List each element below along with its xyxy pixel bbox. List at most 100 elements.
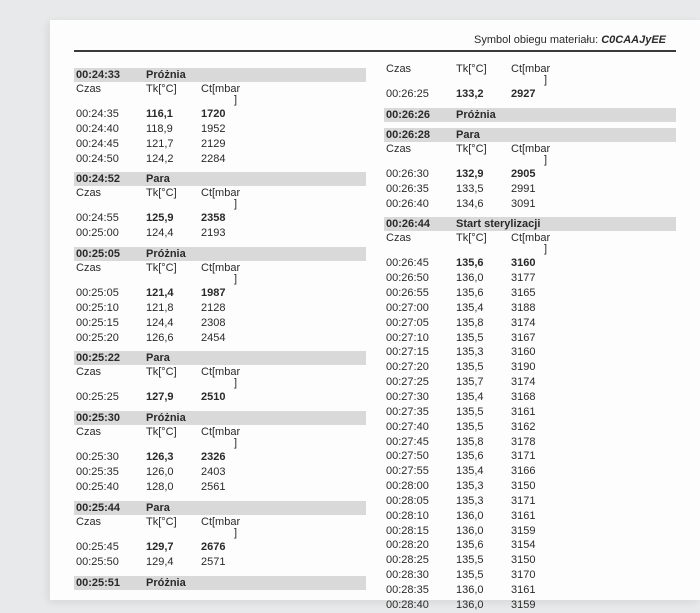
cell-time: 00:27:25 xyxy=(386,375,456,390)
col-czas: Czas xyxy=(76,187,146,199)
col-czas: Czas xyxy=(76,83,146,95)
cell-ct: 3171 xyxy=(511,494,566,509)
cell-tk: 126,3 xyxy=(146,450,201,465)
data-row: 00:25:00124,42193 xyxy=(74,226,366,241)
cell-time: 00:25:15 xyxy=(76,316,146,331)
data-row: 00:27:05135,83174 xyxy=(384,316,676,331)
cell-ct: 3162 xyxy=(511,420,566,435)
cell-ct: 3159 xyxy=(511,598,566,613)
cell-time: 00:26:35 xyxy=(386,182,456,197)
cell-ct: 2128 xyxy=(201,301,256,316)
cell-ct: 3159 xyxy=(511,524,566,539)
cell-tk: 125,9 xyxy=(146,211,201,226)
data-row: 00:26:50136,03177 xyxy=(384,271,676,286)
cell-tk: 135,7 xyxy=(456,375,511,390)
col-ct: Ct[mbar xyxy=(201,262,256,274)
cell-time: 00:27:35 xyxy=(386,405,456,420)
cell-ct: 2991 xyxy=(511,182,566,197)
cell-ct: 2403 xyxy=(201,465,256,480)
col-ct: Ct[mbar xyxy=(201,366,256,378)
cell-ct: 3174 xyxy=(511,375,566,390)
col-ct-close: ] xyxy=(74,377,366,389)
cell-tk: 135,6 xyxy=(456,256,511,271)
cell-ct: 2510 xyxy=(201,390,256,405)
cell-time: 00:24:50 xyxy=(76,152,146,167)
section-header: 00:25:44Para xyxy=(74,501,366,515)
cell-time: 00:26:25 xyxy=(386,87,456,102)
header-line: Symbol obiegu materiału: C0CAAJyEE xyxy=(74,34,676,52)
cell-tk: 126,6 xyxy=(146,331,201,346)
cell-tk: 121,7 xyxy=(146,137,201,152)
cell-tk: 124,2 xyxy=(146,152,201,167)
data-row: 00:28:20135,63154 xyxy=(384,538,676,553)
cell-ct: 3190 xyxy=(511,360,566,375)
col-czas: Czas xyxy=(76,262,146,274)
cell-ct: 2358 xyxy=(201,211,256,226)
col-ct-close: ] xyxy=(74,94,366,106)
section-time: 00:25:51 xyxy=(76,577,146,589)
data-row: 00:28:10136,03161 xyxy=(384,509,676,524)
cell-tk: 135,8 xyxy=(456,316,511,331)
left-column: 00:24:33PróżniaCzasTk[°C]Ct[mbar]00:24:3… xyxy=(74,62,366,613)
col-ct: Ct[mbar xyxy=(511,232,566,244)
section-label: Próżnia xyxy=(146,248,186,260)
cell-ct: 1720 xyxy=(201,107,256,122)
cell-tk: 135,3 xyxy=(456,345,511,360)
cell-tk: 121,4 xyxy=(146,286,201,301)
cell-tk: 136,0 xyxy=(456,598,511,613)
cell-tk: 135,6 xyxy=(456,538,511,553)
data-row: 00:24:40118,91952 xyxy=(74,122,366,137)
section-label: Próżnia xyxy=(146,69,186,81)
cell-tk: 136,0 xyxy=(456,583,511,598)
data-row: 00:26:45135,63160 xyxy=(384,256,676,271)
data-row: 00:26:25133,22927 xyxy=(384,87,676,102)
col-ct: Ct[mbar xyxy=(511,63,566,75)
col-czas: Czas xyxy=(76,366,146,378)
cell-tk: 133,5 xyxy=(456,182,511,197)
data-row: 00:24:35116,11720 xyxy=(74,107,366,122)
cell-time: 00:25:05 xyxy=(76,286,146,301)
cell-time: 00:28:25 xyxy=(386,553,456,568)
cell-ct: 3171 xyxy=(511,449,566,464)
section-label: Para xyxy=(146,502,170,514)
section-time: 00:25:44 xyxy=(76,502,146,514)
data-row: 00:28:00135,33150 xyxy=(384,479,676,494)
col-ct-close: ] xyxy=(74,198,366,210)
header-code: C0CAAJyEE xyxy=(601,34,666,46)
cell-tk: 135,8 xyxy=(456,435,511,450)
cell-time: 00:24:45 xyxy=(76,137,146,152)
data-row: 00:28:35136,03161 xyxy=(384,583,676,598)
col-tk: Tk[°C] xyxy=(456,232,511,244)
section-label: Para xyxy=(146,352,170,364)
data-row: 00:27:45135,83178 xyxy=(384,435,676,450)
cell-tk: 135,5 xyxy=(456,420,511,435)
cell-ct: 2454 xyxy=(201,331,256,346)
cell-ct: 2676 xyxy=(201,540,256,555)
section-time: 00:26:26 xyxy=(386,109,456,121)
cell-ct: 2571 xyxy=(201,555,256,570)
col-czas: Czas xyxy=(76,516,146,528)
data-row: 00:28:30135,53170 xyxy=(384,568,676,583)
cell-tk: 126,0 xyxy=(146,465,201,480)
cell-tk: 135,5 xyxy=(456,360,511,375)
cell-ct: 2193 xyxy=(201,226,256,241)
cell-ct: 3154 xyxy=(511,538,566,553)
cell-ct: 3165 xyxy=(511,286,566,301)
cell-tk: 118,9 xyxy=(146,122,201,137)
section-time: 00:24:33 xyxy=(76,69,146,81)
section-header: 00:25:51Próżnia xyxy=(74,576,366,590)
data-row: 00:25:45129,72676 xyxy=(74,540,366,555)
cell-tk: 136,0 xyxy=(456,271,511,286)
section-header: 00:26:44Start sterylizacji xyxy=(384,217,676,231)
col-ct-close: ] xyxy=(384,243,676,255)
cell-ct: 2905 xyxy=(511,167,566,182)
section-header: 00:24:33Próżnia xyxy=(74,68,366,82)
data-row: 00:27:55135,43166 xyxy=(384,464,676,479)
cell-time: 00:25:00 xyxy=(76,226,146,241)
col-tk: Tk[°C] xyxy=(146,262,201,274)
data-row: 00:25:40128,02561 xyxy=(74,480,366,495)
cell-ct: 1952 xyxy=(201,122,256,137)
cell-time: 00:25:45 xyxy=(76,540,146,555)
cell-ct: 3167 xyxy=(511,331,566,346)
cell-time: 00:28:10 xyxy=(386,509,456,524)
